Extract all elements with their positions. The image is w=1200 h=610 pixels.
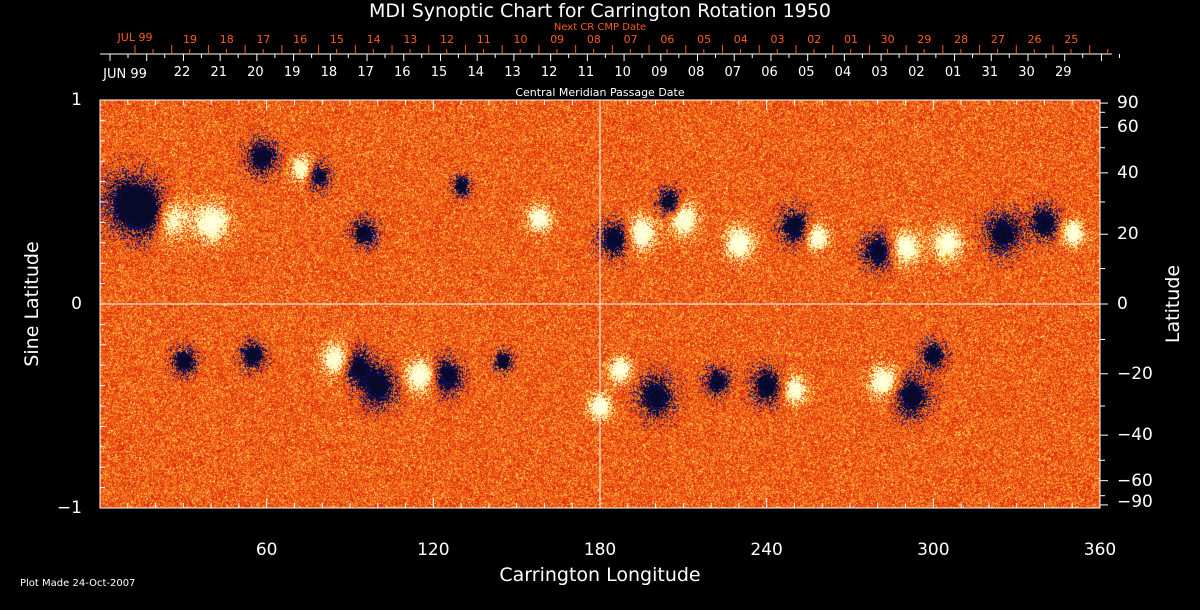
next-cr-date-label: 10 (513, 33, 528, 46)
next-cr-date-label: 03 (770, 33, 785, 46)
next-cr-label: Next CR CMP Date (553, 22, 647, 33)
x-tick-label: 300 (917, 540, 950, 560)
next-cr-date-label: 16 (293, 33, 308, 46)
y-tick-label-right: 60 (1117, 117, 1139, 138)
y-tick-label-right: 40 (1117, 162, 1139, 183)
next-cr-date-label: 13 (403, 33, 418, 46)
y-axis-label: Sine Latitude (21, 241, 43, 367)
cmp-date-label: 19 (283, 65, 301, 80)
cmp-date-label: 12 (540, 65, 558, 80)
y-tick-label: 1 (71, 90, 82, 110)
top-axis-month: JUN 99 (103, 67, 147, 82)
next-cr-date-label: 06 (660, 33, 675, 46)
next-cr-date-label: 12 (440, 33, 455, 46)
next-cr-date-label: 25 (1064, 33, 1079, 46)
cmp-date-label: 13 (504, 65, 521, 80)
x-tick-label: 360 (1083, 540, 1117, 560)
next-cr-date-label: 05 (697, 33, 712, 46)
y-tick-label-right: 0 (1117, 294, 1128, 314)
cmp-date-label: 29 (1054, 65, 1072, 80)
cmp-date-label: 07 (724, 65, 742, 80)
y-tick-label-right: −40 (1117, 425, 1153, 446)
chart-title: MDI Synoptic Chart for Carrington Rotati… (369, 0, 831, 22)
cmp-date-label: 17 (357, 65, 374, 80)
cmp-date-label: 04 (834, 65, 852, 80)
next-cr-date-label: 04 (733, 33, 748, 46)
y-tick-label-right: −20 (1117, 363, 1153, 384)
cmp-date-label: 31 (981, 65, 999, 80)
cmp-date-label: 15 (430, 65, 448, 80)
cmp-date-label: 02 (908, 65, 925, 80)
cmp-date-label: 22 (173, 65, 191, 80)
cmp-date-label: 16 (394, 65, 411, 80)
x-tick-label: 180 (583, 540, 617, 560)
next-cr-date-label: 30 (880, 33, 895, 46)
cmp-date-label: 14 (467, 65, 485, 80)
next-cr-date-label: 08 (586, 33, 601, 46)
y-axis-label-right: Latitude (1162, 264, 1184, 344)
y-tick-label-right: −90 (1117, 492, 1153, 512)
next-cr-date-label: 17 (256, 33, 271, 46)
top-axis-label: Central Meridian Passage Date (515, 86, 685, 99)
next-cr-date-label: 02 (807, 33, 822, 46)
cmp-date-label: 06 (761, 65, 778, 80)
y-tick-label: −1 (56, 498, 82, 518)
next-cr-month: JUL 99 (117, 31, 153, 44)
cmp-date-label: 09 (651, 65, 668, 80)
next-cr-date-label: 11 (476, 33, 491, 46)
cmp-date-label: 03 (871, 65, 888, 80)
cmp-date-label: 18 (320, 65, 338, 80)
next-cr-date-label: 27 (990, 33, 1005, 46)
cmp-date-label: 20 (247, 65, 264, 80)
cmp-date-label: 11 (577, 65, 595, 80)
cmp-date-label: 30 (1018, 65, 1035, 80)
next-cr-date-label: 09 (550, 33, 565, 46)
cmp-date-label: 05 (797, 65, 815, 80)
next-cr-date-label: 28 (954, 33, 969, 46)
next-cr-date-label: 15 (329, 33, 344, 46)
y-tick-label-right: 20 (1117, 224, 1139, 245)
x-axis-label: Carrington Longitude (499, 564, 701, 586)
next-cr-date-label: 14 (366, 33, 381, 46)
cmp-date-label: 10 (614, 65, 631, 80)
next-cr-date-label: 29 (917, 33, 932, 46)
next-cr-date-label: 07 (623, 33, 638, 46)
cmp-date-label: 01 (944, 65, 962, 80)
x-tick-label: 60 (255, 540, 278, 560)
cmp-date-label: 08 (687, 65, 705, 80)
next-cr-date-label: 18 (219, 33, 234, 46)
next-cr-date-label: 01 (843, 33, 858, 46)
y-tick-label: 0 (71, 294, 82, 314)
next-cr-date-label: 19 (183, 33, 197, 46)
cmp-date-label: 21 (210, 65, 227, 80)
plot-made-note: Plot Made 24-Oct-2007 (20, 578, 136, 589)
x-tick-label: 240 (750, 540, 783, 560)
next-cr-date-label: 26 (1027, 33, 1042, 46)
y-tick-label-right: −60 (1117, 470, 1153, 491)
y-tick-label-right: 90 (1117, 93, 1139, 113)
x-tick-label: 120 (417, 540, 450, 560)
